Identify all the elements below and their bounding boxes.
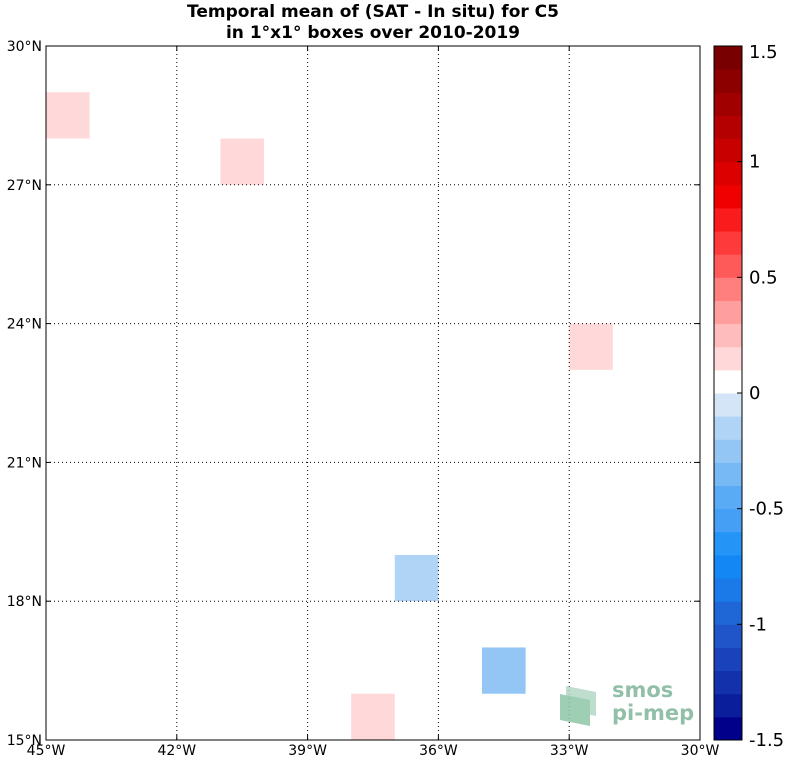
colorbar-band-5: [714, 601, 742, 625]
colorbar-band-24: [714, 161, 742, 186]
colorbar-band-8: [714, 531, 742, 556]
colorbar-band-19: [714, 277, 742, 301]
smos-pimep-logo: smos pi-mep: [560, 678, 694, 726]
colorbar-band-25: [714, 138, 742, 163]
x-axis-ticks: 45°W 42°W 39°W 36°W 33°W 30°W: [27, 46, 720, 759]
heatmap-cell-1: [220, 138, 264, 185]
heatmap-cells: [46, 92, 613, 740]
colorbar-band-17: [714, 323, 742, 348]
colorbar: 1.5 1 0.5 0 -0.5 -1 -1.5: [713, 42, 784, 751]
x-tick-label-2: 39°W: [288, 743, 327, 759]
colorbar-band-6: [714, 578, 742, 602]
colorbar-band-2: [714, 670, 742, 695]
colorbar-band-26: [714, 115, 742, 140]
colorbar-band-18: [714, 300, 742, 325]
plot-background: [46, 46, 700, 740]
logo-text-smos: smos: [612, 678, 673, 702]
x-tick-label-0: 45°W: [27, 743, 66, 759]
colorbar-tick-label-4: -0.5: [749, 499, 784, 520]
colorbar-band-14: [714, 393, 742, 417]
heatmap-cell-5: [351, 693, 395, 740]
heatmap-cell-4: [482, 647, 526, 694]
heatmap-cell-3: [394, 554, 439, 602]
gridlines: [46, 46, 700, 740]
y-tick-label-0: 15°N: [7, 733, 42, 749]
plot-area: smos pi-mep 45°W 42°W 39°W 36°W 33°W 30°W 15°…: [7, 39, 720, 759]
colorbar-band-21: [714, 231, 742, 255]
colorbar-band-27: [714, 92, 742, 116]
y-tick-label-5: 30°N: [7, 39, 42, 55]
logo-text-pimep: pi-mep: [612, 701, 694, 725]
colorbar-band-15: [714, 369, 742, 394]
y-tick-label-3: 24°N: [7, 317, 42, 333]
colorbar-band-0: [714, 716, 742, 741]
colorbar-band-12: [714, 439, 742, 463]
y-tick-label-2: 21°N: [7, 455, 42, 471]
colorbar-tick-label-2: 0.5: [749, 267, 778, 288]
colorbar-band-4: [714, 624, 742, 648]
colorbar-band-16: [714, 346, 742, 371]
x-tick-label-5: 30°W: [681, 743, 720, 759]
x-tick-label-1: 42°W: [157, 743, 196, 759]
x-tick-label-4: 33°W: [550, 743, 589, 759]
y-tick-label-4: 27°N: [7, 178, 42, 194]
colorbar-tick-label-3: 0: [749, 383, 760, 404]
colorbar-band-7: [714, 554, 742, 579]
y-tick-label-1: 18°N: [7, 594, 42, 610]
colorbar-band-10: [714, 485, 742, 510]
colorbar-band-1: [714, 693, 742, 718]
colorbar-tick-label-5: -1: [749, 614, 767, 635]
colorbar-ticks: 1.5 1 0.5 0 -0.5 -1 -1.5: [737, 42, 784, 751]
colorbar-band-20: [714, 254, 742, 278]
logo-mark-front: [560, 694, 590, 726]
colorbar-band-9: [714, 508, 742, 533]
colorbar-tick-label-6: -1.5: [749, 730, 784, 751]
plot-frame: [45, 45, 701, 741]
colorbar-tick-label-0: 1.5: [749, 42, 778, 63]
y-axis-ticks: 15°N 18°N 21°N 24°N 27°N 30°N: [7, 39, 700, 749]
heatmap-cell-0: [46, 92, 90, 139]
chart-title-line1: Temporal mean of (SAT - In situ) for C5: [187, 2, 559, 22]
colorbar-tick-label-1: 1: [749, 152, 760, 173]
colorbar-band-3: [714, 647, 742, 672]
colorbar-bands: [714, 46, 742, 741]
colorbar-band-28: [714, 69, 742, 93]
colorbar-band-29: [714, 46, 742, 70]
chart-title-line2: in 1°x1° boxes over 2010-2019: [226, 23, 520, 43]
colorbar-band-13: [714, 416, 742, 440]
colorbar-band-11: [714, 462, 742, 487]
x-tick-label-3: 36°W: [419, 743, 458, 759]
colorbar-band-22: [714, 207, 742, 232]
colorbar-band-23: [714, 184, 742, 209]
heatmap-cell-2: [569, 323, 613, 370]
